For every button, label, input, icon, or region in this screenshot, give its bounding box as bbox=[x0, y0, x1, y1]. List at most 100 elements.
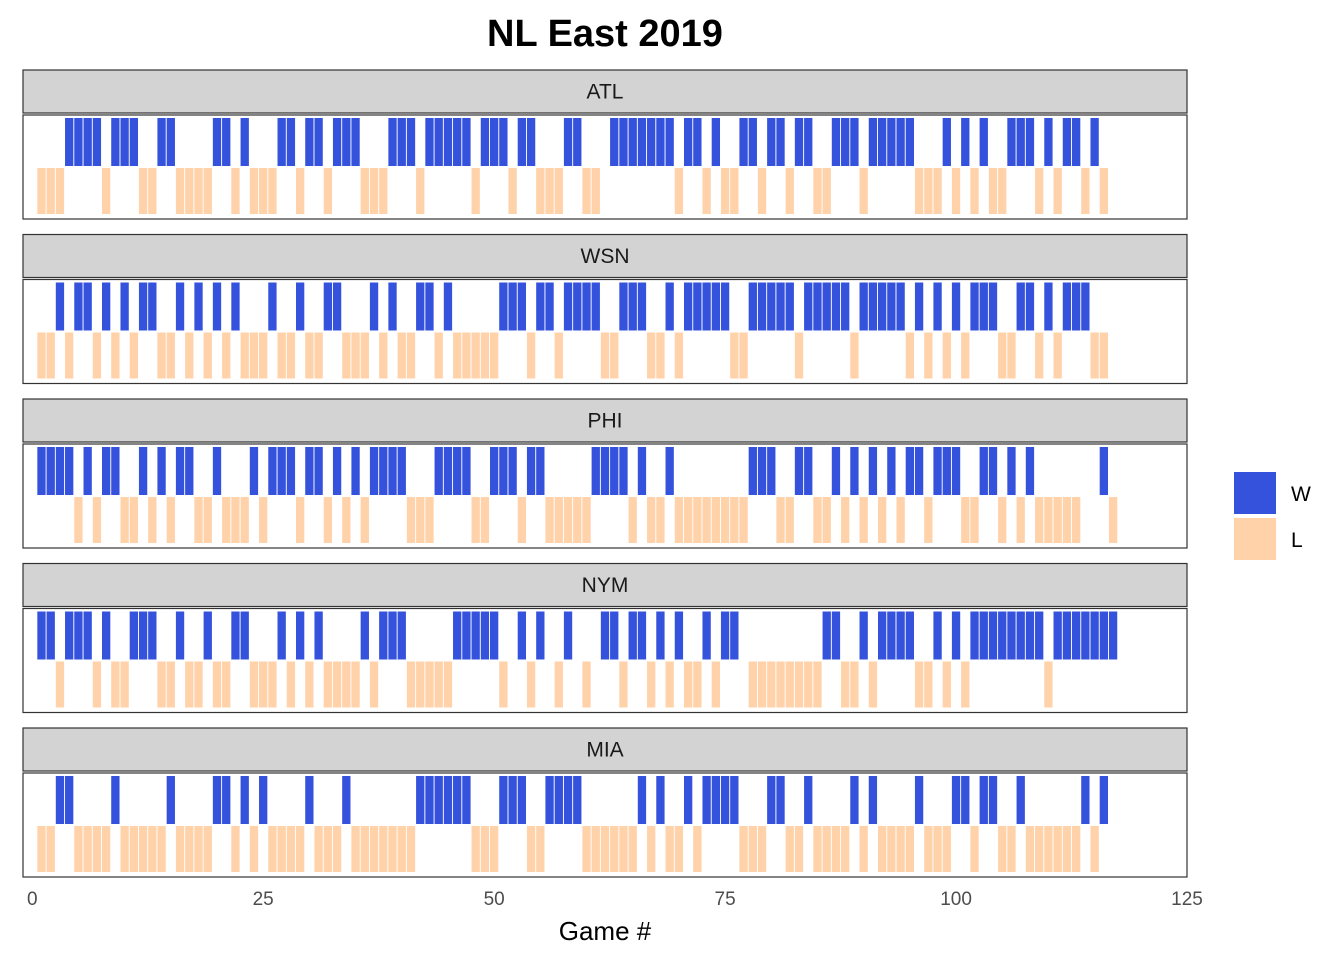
loss-bar bbox=[406, 661, 416, 708]
loss-bar bbox=[434, 332, 443, 379]
win-bar bbox=[841, 118, 850, 166]
win-bar bbox=[453, 776, 462, 824]
win-bar bbox=[175, 282, 185, 331]
win-bar bbox=[332, 447, 342, 495]
win-bar bbox=[1090, 611, 1099, 660]
loss-bar bbox=[711, 497, 721, 543]
win-bar bbox=[637, 447, 647, 495]
facet-strip-label: ATL bbox=[587, 81, 624, 104]
win-bar bbox=[693, 118, 702, 166]
loss-bar bbox=[46, 332, 55, 379]
win-bar bbox=[231, 611, 240, 660]
loss-bar bbox=[295, 497, 305, 543]
loss-bar bbox=[554, 661, 563, 708]
win-bar bbox=[138, 611, 148, 660]
win-bar bbox=[859, 282, 868, 331]
loss-bar bbox=[129, 332, 139, 379]
win-bar bbox=[720, 282, 730, 331]
win-bar bbox=[610, 611, 619, 660]
x-axis-label: Game # bbox=[559, 916, 652, 946]
loss-bar bbox=[693, 497, 702, 543]
win-bar bbox=[887, 611, 896, 660]
loss-bar bbox=[1099, 168, 1109, 214]
win-bar bbox=[979, 118, 988, 166]
win-bar bbox=[720, 776, 730, 824]
win-bar bbox=[240, 611, 249, 660]
loss-bar bbox=[508, 168, 517, 214]
win-bar bbox=[637, 118, 647, 166]
win-bar bbox=[332, 118, 342, 166]
win-bar bbox=[305, 776, 314, 824]
win-bar bbox=[508, 776, 517, 824]
loss-bar bbox=[767, 661, 776, 708]
loss-bar bbox=[1062, 826, 1072, 872]
x-tick-label: 25 bbox=[253, 889, 274, 910]
loss-bar bbox=[203, 826, 212, 872]
win-bar bbox=[37, 611, 46, 660]
loss-bar bbox=[268, 826, 277, 872]
loss-bar bbox=[536, 826, 545, 872]
win-bar bbox=[212, 118, 222, 166]
loss-bar bbox=[194, 661, 203, 708]
loss-bar bbox=[933, 168, 942, 214]
win-bar bbox=[804, 776, 813, 824]
win-bar bbox=[619, 282, 628, 331]
facet-strip-label: WSN bbox=[581, 245, 630, 268]
legend-key-l bbox=[1234, 518, 1276, 560]
loss-bar bbox=[157, 332, 166, 379]
facet-panels: ATL WSN PHI NYM MIA bbox=[22, 69, 1188, 878]
loss-bar bbox=[628, 826, 637, 872]
win-bar bbox=[129, 118, 139, 166]
loss-bar bbox=[148, 826, 157, 872]
loss-bar bbox=[425, 661, 434, 708]
win-bar bbox=[1071, 611, 1081, 660]
facet-strip bbox=[22, 69, 1188, 114]
loss-bar bbox=[406, 332, 416, 379]
loss-bar bbox=[665, 826, 674, 872]
win-bar bbox=[212, 447, 222, 495]
win-bar bbox=[1062, 611, 1072, 660]
win-bar bbox=[702, 776, 711, 824]
loss-bar bbox=[998, 497, 1007, 543]
loss-bar bbox=[757, 168, 767, 214]
loss-bar bbox=[175, 168, 185, 214]
loss-bar bbox=[748, 826, 757, 872]
win-bar bbox=[665, 447, 674, 495]
loss-bar bbox=[434, 661, 443, 708]
loss-bar bbox=[813, 661, 822, 708]
loss-bar bbox=[286, 826, 296, 872]
win-bar bbox=[785, 282, 794, 331]
win-bar bbox=[471, 611, 480, 660]
loss-bar bbox=[739, 826, 748, 872]
loss-bar bbox=[720, 168, 730, 214]
win-bar bbox=[379, 611, 388, 660]
win-bar bbox=[757, 447, 767, 495]
win-bar bbox=[83, 282, 92, 331]
loss-bar bbox=[379, 168, 388, 214]
loss-bar bbox=[554, 168, 563, 214]
win-bar bbox=[804, 282, 813, 331]
loss-bar bbox=[859, 826, 868, 872]
loss-bar bbox=[203, 497, 212, 543]
loss-bar bbox=[693, 826, 702, 872]
loss-bar bbox=[785, 168, 794, 214]
loss-bar bbox=[83, 826, 92, 872]
win-bar bbox=[55, 282, 65, 331]
loss-bar bbox=[323, 168, 333, 214]
win-bar bbox=[434, 776, 443, 824]
win-bar bbox=[1025, 447, 1035, 495]
loss-bar bbox=[683, 661, 693, 708]
win-bar bbox=[536, 447, 545, 495]
win-bar bbox=[129, 611, 139, 660]
loss-bar bbox=[332, 826, 342, 872]
win-bar bbox=[748, 118, 757, 166]
loss-bar bbox=[111, 661, 120, 708]
loss-bar bbox=[896, 826, 905, 872]
facet-strip bbox=[22, 233, 1188, 279]
win-bar bbox=[600, 611, 610, 660]
win-bar bbox=[545, 282, 554, 331]
win-bar bbox=[1016, 282, 1025, 331]
loss-bar bbox=[887, 826, 896, 872]
loss-bar bbox=[480, 826, 490, 872]
loss-bar bbox=[342, 497, 351, 543]
